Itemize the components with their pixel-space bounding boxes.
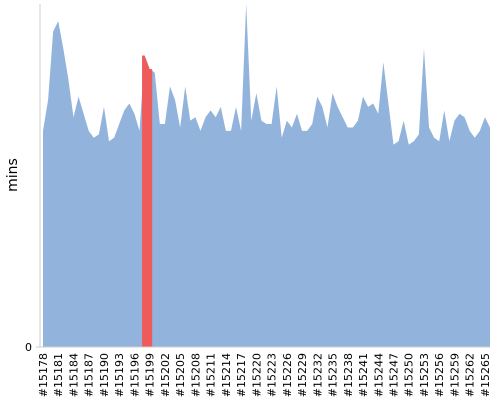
x-tick-label: #15241 — [357, 353, 370, 397]
area — [43, 4, 490, 347]
y-tick-label: 0 — [25, 341, 32, 354]
x-tick-label: #15256 — [433, 353, 446, 397]
x-tick-label: #15178 — [37, 353, 50, 397]
x-tick-label: #15247 — [387, 353, 400, 397]
x-tick-label: #15226 — [281, 353, 294, 397]
x-tick-label: #15214 — [220, 353, 233, 397]
y-axis-label: mins — [5, 158, 21, 192]
x-tick-label: #15181 — [52, 353, 65, 397]
x-tick-label: #15238 — [342, 353, 355, 397]
x-tick-label: #15262 — [464, 353, 477, 397]
x-tick-label: #15253 — [418, 353, 431, 397]
x-tick-label: #15193 — [113, 353, 126, 397]
x-tick-label: #15235 — [327, 353, 340, 397]
x-tick-label: #15199 — [144, 353, 157, 397]
x-tick-label: #15220 — [250, 353, 263, 397]
x-tick-label: #15184 — [67, 353, 80, 397]
x-tick-label: #15202 — [159, 353, 172, 397]
x-tick-label: #15232 — [311, 353, 324, 397]
x-tick-label: #15229 — [296, 353, 309, 397]
x-tick-label: #15244 — [372, 353, 385, 397]
area — [142, 55, 153, 347]
x-tick-label: #15265 — [479, 353, 492, 397]
x-tick-label: #15190 — [98, 353, 111, 397]
x-tick-label: #15223 — [266, 353, 279, 397]
x-tick-label: #15205 — [174, 353, 187, 397]
x-tick-label: #15250 — [403, 353, 416, 397]
x-tick-label: #15187 — [83, 353, 96, 397]
x-tick-label: #15196 — [128, 353, 141, 397]
x-tick-label: #15211 — [205, 353, 218, 397]
x-tick-label: #15217 — [235, 353, 248, 397]
x-tick-label: #15208 — [189, 353, 202, 397]
x-tick-label: #15259 — [448, 353, 461, 397]
